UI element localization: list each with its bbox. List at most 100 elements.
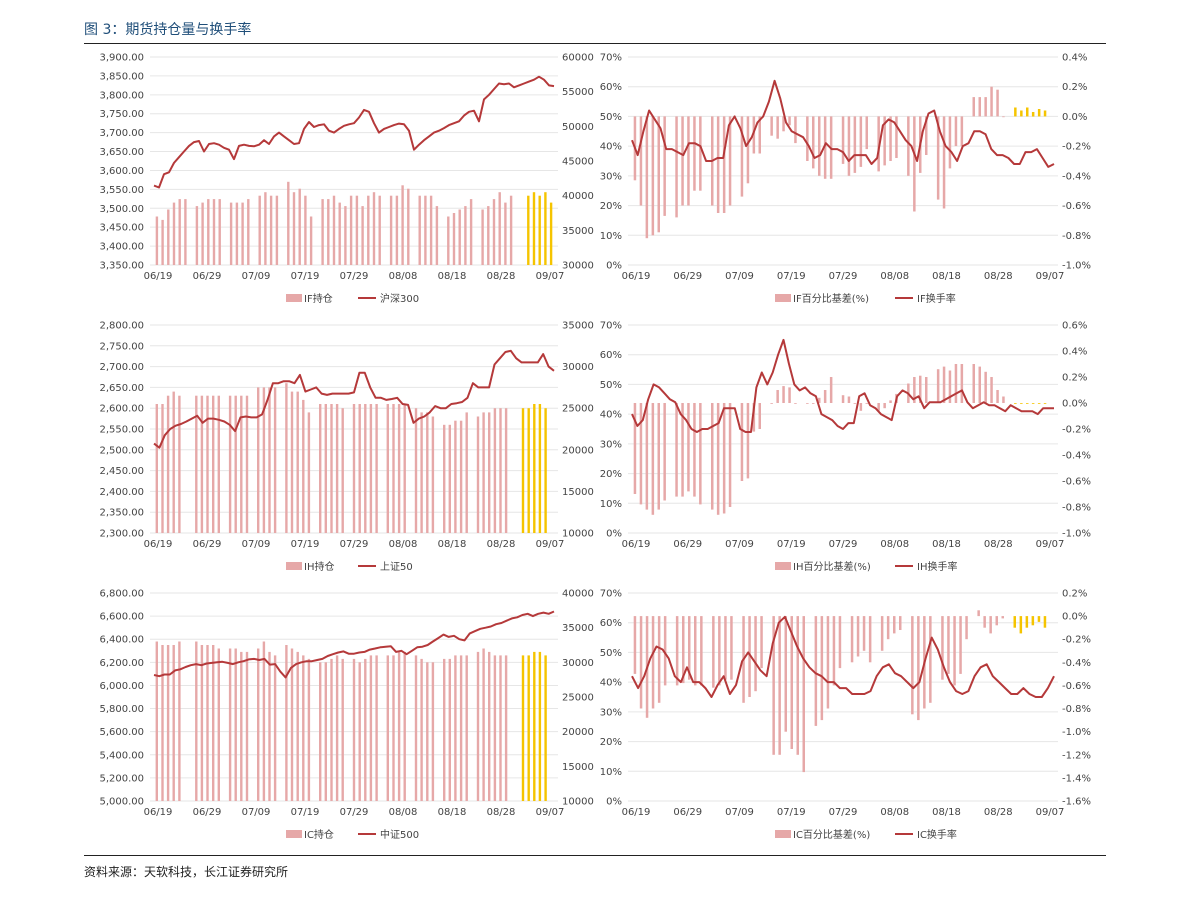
legend-bar-label: IC百分比基差(%) — [793, 828, 870, 841]
bar — [1043, 110, 1047, 117]
bar — [820, 616, 824, 721]
right-tick-label: 0.4% — [1062, 53, 1087, 64]
bar — [358, 404, 361, 533]
bottom-rule — [84, 855, 1106, 856]
left-tick-label: 2,700.00 — [99, 362, 144, 373]
bar — [796, 616, 799, 755]
bar — [663, 403, 666, 501]
bar — [1014, 107, 1017, 117]
bar — [290, 648, 294, 801]
bar — [389, 195, 393, 265]
bar — [722, 403, 726, 514]
left-tick-label: 0% — [606, 529, 622, 540]
bar — [418, 195, 421, 265]
bar — [936, 116, 940, 200]
legend-bar-swatch — [775, 830, 791, 838]
legend-line-label: 沪深300 — [380, 292, 419, 305]
bar — [273, 387, 277, 533]
bar — [431, 662, 435, 801]
bar — [724, 616, 727, 680]
left-tick-label: 30% — [600, 439, 622, 450]
bar — [1031, 112, 1035, 117]
left-tick-label: 3,350.00 — [99, 261, 144, 272]
left-tick-label: 10% — [600, 767, 622, 778]
x-tick-label: 08/18 — [932, 539, 961, 550]
bar — [247, 199, 250, 265]
bar — [790, 616, 793, 749]
ic-oi-chart: 5,000.00 5,200.00 5,400.00 5,600.00 5,800.00… — [99, 589, 593, 842]
bar — [730, 616, 733, 680]
left-tick-label: 3,900.00 — [99, 53, 144, 64]
bar — [841, 116, 845, 164]
right-tick-label: -0.6% — [1062, 477, 1091, 488]
bar — [663, 116, 666, 216]
bar — [493, 655, 497, 801]
series-line — [153, 75, 555, 189]
bar — [344, 206, 347, 265]
bar — [829, 377, 833, 403]
left-tick-label: 6,600.00 — [99, 612, 144, 623]
series-line — [153, 610, 555, 679]
left-tick-label: 6,000.00 — [99, 681, 144, 692]
x-tick-label: 07/09 — [242, 807, 271, 818]
left-tick-label: 2,300.00 — [99, 529, 144, 540]
bar — [850, 616, 854, 663]
x-tick-label: 08/08 — [880, 271, 909, 282]
right-tick-label: 20000 — [562, 727, 594, 738]
legend-bar-swatch — [286, 294, 302, 302]
x-tick-label: 06/19 — [144, 807, 173, 818]
bar — [675, 116, 678, 218]
bar — [693, 403, 696, 497]
bar — [913, 377, 916, 403]
x-tick-label: 08/18 — [438, 271, 467, 282]
bar — [1019, 616, 1023, 634]
bar — [268, 387, 271, 533]
right-tick-label: -0.2% — [1062, 635, 1091, 646]
bar — [806, 403, 809, 404]
bar — [812, 403, 815, 404]
bar — [335, 404, 339, 533]
bar — [459, 655, 463, 801]
x-tick-label: 08/08 — [389, 271, 418, 282]
bar — [758, 116, 761, 154]
bar — [1031, 616, 1035, 626]
bar — [794, 403, 797, 404]
bar — [234, 395, 237, 533]
right-tick-label: 30000 — [562, 261, 594, 272]
bar — [856, 616, 860, 657]
bar — [369, 404, 373, 533]
bar — [335, 655, 339, 801]
right-tick-label: 55000 — [562, 87, 594, 98]
bar — [722, 116, 726, 213]
left-tick-label: 5,800.00 — [99, 704, 144, 715]
bar — [782, 116, 785, 132]
bar — [838, 616, 842, 669]
bar — [663, 616, 667, 686]
bar — [324, 662, 327, 801]
bar — [414, 655, 418, 801]
bar — [234, 648, 237, 801]
x-tick-label: 07/19 — [777, 539, 806, 550]
bar — [1014, 403, 1017, 404]
bar — [240, 395, 243, 533]
bar — [469, 199, 473, 265]
bar — [161, 404, 164, 533]
bar — [712, 616, 715, 688]
bar — [984, 371, 987, 403]
bar — [978, 97, 981, 117]
bar — [960, 116, 964, 147]
left-tick-label: 3,650.00 — [99, 147, 144, 158]
bar — [533, 404, 536, 533]
bar — [452, 213, 456, 265]
left-tick-label: 6,200.00 — [99, 658, 144, 669]
bar — [364, 658, 367, 801]
bar — [889, 116, 892, 161]
ic-basis-chart: 0% 10% 20% 30% 40% 50% 60% 70% -1.6% -1.4% -1.2% -1… — [600, 589, 1091, 842]
x-tick-label: 07/09 — [242, 539, 271, 550]
right-tick-label: 0.0% — [1062, 399, 1087, 410]
right-tick-label: 45000 — [562, 157, 594, 168]
x-tick-label: 06/19 — [144, 539, 173, 550]
bar — [349, 195, 353, 265]
bar — [307, 658, 311, 801]
bar — [401, 185, 404, 265]
